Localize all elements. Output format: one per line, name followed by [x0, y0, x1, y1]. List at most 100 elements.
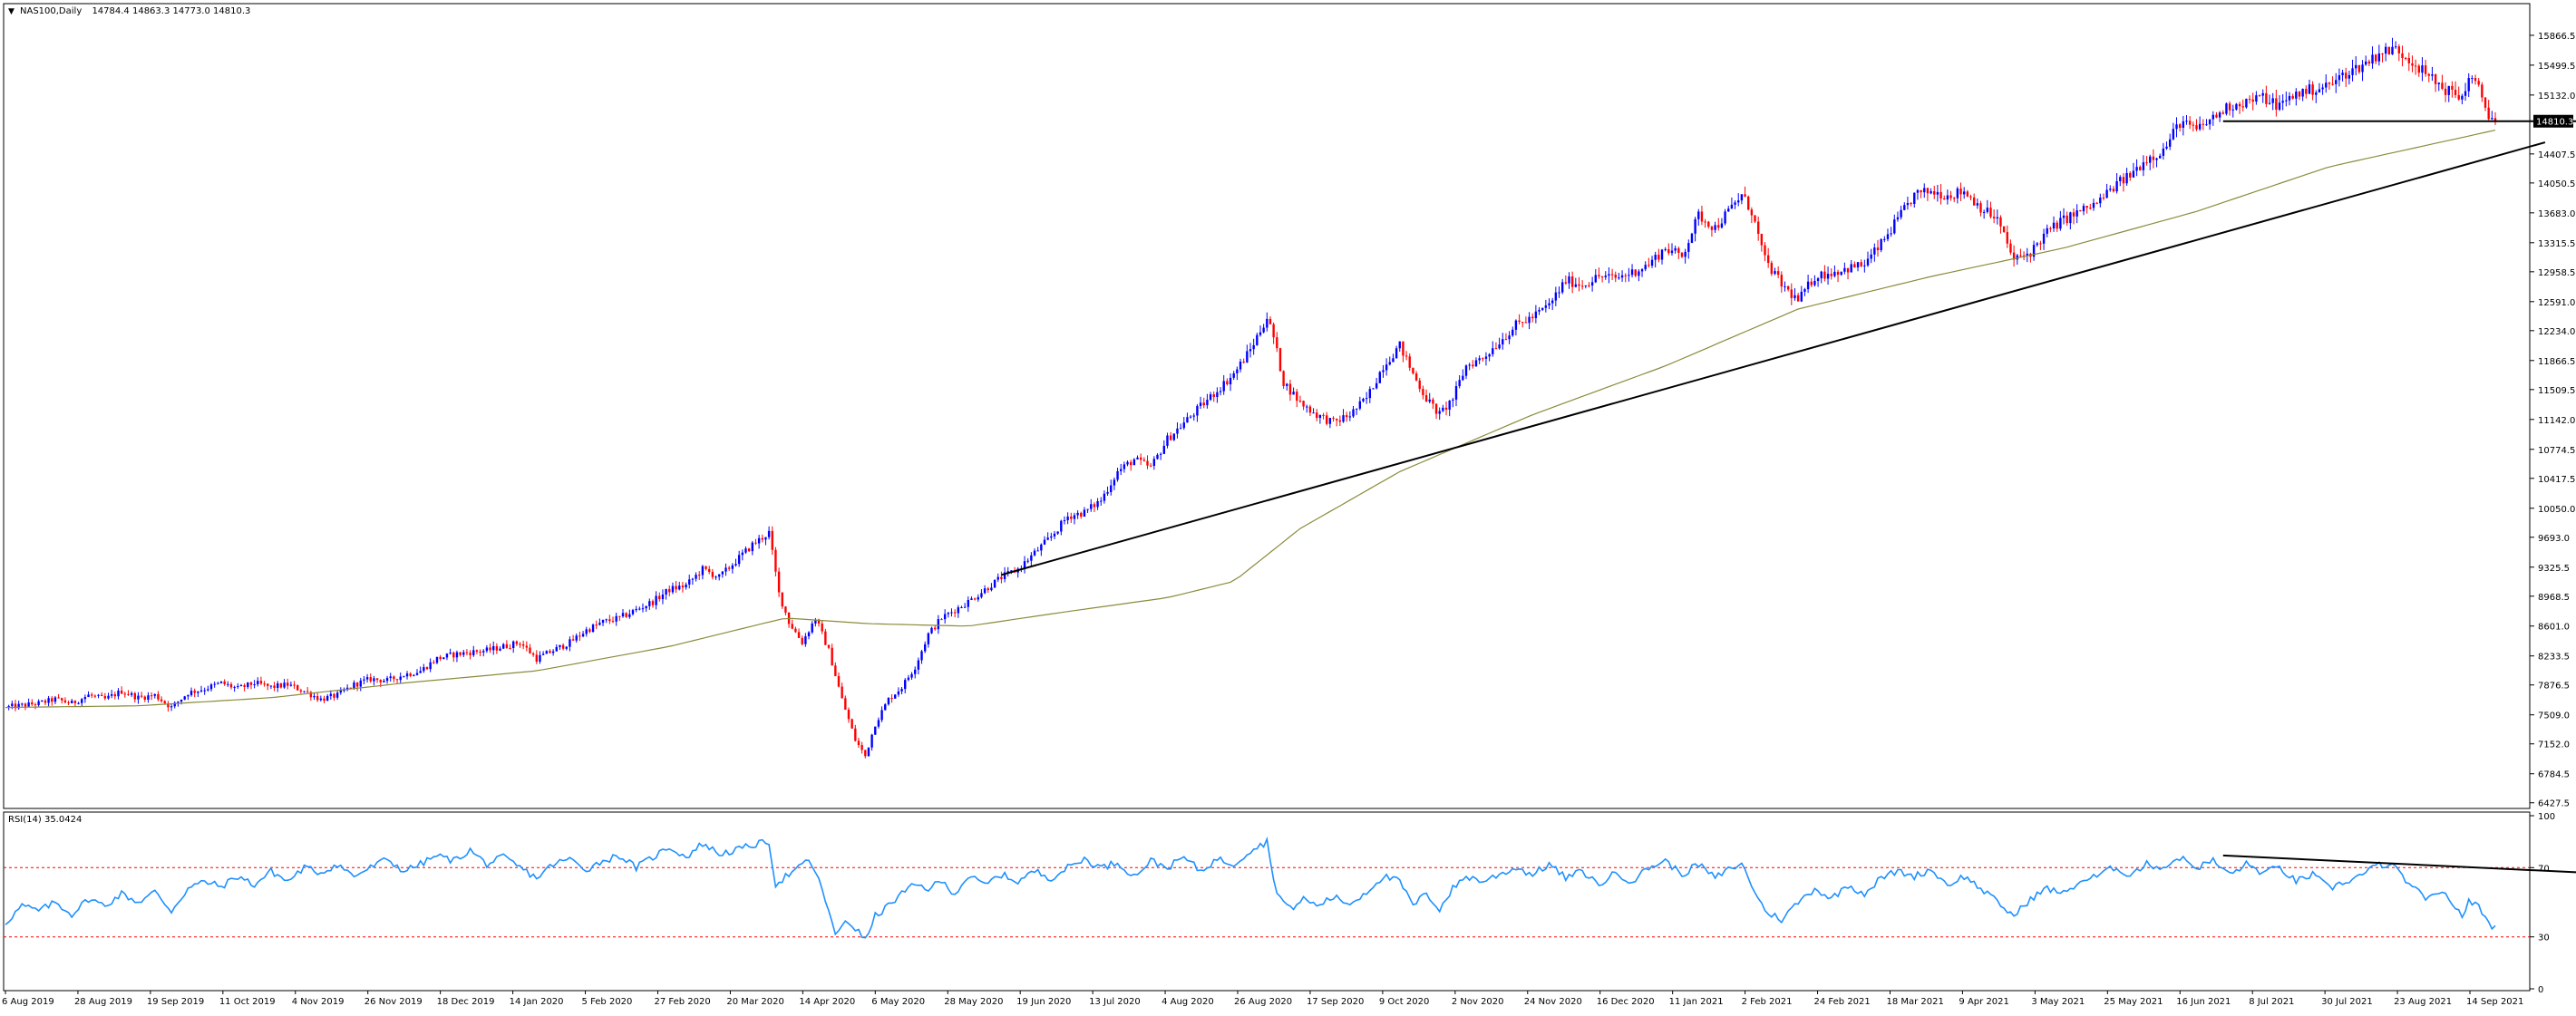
axis-layer: 14810.3 15866.5 15499.5 15132.0 14407.5 14050… — [2, 32, 2575, 1007]
candle-body — [1256, 334, 1259, 345]
candle-body — [1494, 348, 1498, 350]
candle-body — [1989, 208, 1992, 218]
candle-body — [658, 595, 661, 600]
candle-body — [1976, 203, 1979, 206]
y-tick-label: 14050.5 — [2538, 179, 2575, 189]
x-tick-label: 14 Jan 2020 — [510, 997, 564, 1007]
candle-body — [1979, 203, 1982, 213]
candle-body — [1796, 295, 1800, 302]
candle-body — [247, 682, 249, 688]
candle-body — [894, 694, 897, 699]
candle-body — [2115, 180, 2118, 192]
candle-body — [2172, 129, 2175, 140]
candle-body — [2228, 103, 2231, 111]
candle-body — [249, 682, 253, 685]
candle-body — [223, 681, 226, 684]
candle-body — [668, 588, 671, 593]
candle-body — [257, 681, 259, 685]
candle-body — [2391, 46, 2394, 54]
candle-body — [549, 651, 551, 653]
candle-body — [17, 703, 20, 709]
candle-body — [277, 682, 279, 689]
candle-body — [2039, 243, 2042, 245]
candle-body — [2165, 146, 2168, 149]
candle-body — [1667, 248, 1670, 254]
candle-body — [1216, 392, 1219, 397]
candle-body — [1896, 217, 1900, 220]
candle-body — [1694, 218, 1696, 234]
candle-body — [1312, 412, 1315, 414]
candle-body — [870, 734, 873, 748]
candle-body — [1296, 392, 1298, 402]
x-tick-label: 19 Jun 2020 — [1016, 997, 1071, 1007]
candle-body — [1588, 285, 1590, 286]
candle-body — [1498, 344, 1501, 349]
candle-body — [163, 701, 166, 703]
x-tick-label: 26 Aug 2020 — [1234, 997, 1292, 1007]
candle-body — [980, 593, 983, 597]
candle-body — [1910, 203, 1912, 205]
candle-body — [2085, 206, 2088, 208]
candle-body — [120, 690, 123, 694]
candle-body — [804, 636, 807, 644]
candle-body — [2231, 109, 2234, 111]
y-tick-label: 9693.0 — [2538, 534, 2570, 544]
candle-body — [143, 696, 146, 701]
candle-body — [1172, 433, 1175, 440]
x-tick-label: 14 Apr 2020 — [799, 997, 855, 1007]
candle-body — [2192, 124, 2195, 126]
candle-body — [1850, 264, 1852, 273]
candle-body — [2351, 68, 2354, 75]
candle-body — [711, 571, 714, 577]
candle-body — [1023, 561, 1026, 569]
candle-body — [1026, 560, 1029, 562]
candle-body — [1063, 520, 1066, 522]
candle-body — [844, 698, 847, 711]
candle-body — [1093, 504, 1096, 508]
candle-body — [2072, 212, 2075, 217]
candle-body — [641, 608, 645, 610]
candle-body — [147, 695, 150, 701]
candle-body — [837, 675, 841, 687]
price-pane-frame — [3, 3, 2531, 809]
candle-body — [1654, 255, 1657, 260]
menu-triangle-icon[interactable]: ▼ — [8, 7, 15, 16]
candle-body — [727, 567, 731, 569]
candle-body — [24, 703, 27, 707]
candle-body — [439, 656, 442, 660]
candle-body — [1259, 332, 1262, 335]
candle-body — [183, 696, 186, 700]
candle-body — [2298, 92, 2301, 97]
candle-body — [2355, 64, 2357, 69]
candle-body — [2062, 215, 2066, 218]
candle-body — [2321, 87, 2324, 90]
candle-body — [890, 698, 893, 700]
candle-body — [279, 682, 283, 688]
candle-body — [1512, 329, 1514, 336]
candle-body — [1106, 491, 1109, 494]
candle-body — [207, 689, 209, 691]
candle-body — [648, 601, 651, 606]
candle-body — [691, 578, 695, 580]
candle-body — [462, 652, 465, 655]
candle-body — [2467, 78, 2470, 92]
candle-body — [2092, 202, 2095, 208]
candle-body — [1594, 275, 1597, 283]
candle-body — [914, 669, 917, 674]
candle-body — [1710, 227, 1714, 230]
y-tick-label: 11509.5 — [2538, 386, 2575, 396]
candle-body — [2315, 92, 2318, 95]
candle-body — [343, 690, 345, 692]
x-tick-label: 6 May 2020 — [871, 997, 925, 1007]
candle-body — [2178, 124, 2182, 128]
candle-body — [1136, 457, 1139, 460]
candle-body — [2149, 156, 2152, 163]
candle-body — [877, 720, 880, 727]
candle-body — [1468, 364, 1471, 366]
candle-body — [2145, 162, 2148, 164]
candle-body — [1916, 189, 1920, 193]
candle-body — [2162, 148, 2165, 156]
candle-body — [313, 696, 316, 698]
candle-body — [535, 654, 539, 663]
candle-body — [1528, 316, 1531, 324]
